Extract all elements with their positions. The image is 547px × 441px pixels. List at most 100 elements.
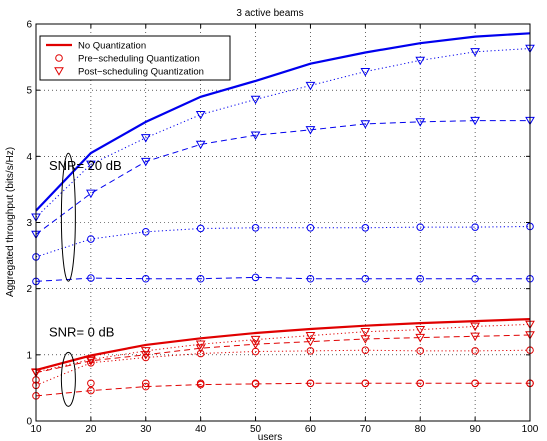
data-point-triangle xyxy=(140,134,151,143)
data-point-circle xyxy=(141,379,150,388)
legend-item: No Quantization xyxy=(46,41,146,52)
data-point-triangle xyxy=(195,140,206,150)
data-point-triangle xyxy=(250,335,261,345)
chart-title: 3 active beams xyxy=(236,8,303,19)
data-point-triangle xyxy=(415,56,426,66)
data-point-triangle xyxy=(470,332,480,342)
data-point-triangle xyxy=(86,357,96,366)
data-point-circle xyxy=(416,379,425,388)
series-0dB-pre-reduced xyxy=(32,379,534,400)
series-line xyxy=(35,349,531,386)
legend: No Quantization Pre−scheduling Quantizati… xyxy=(39,35,231,81)
data-point-circle xyxy=(361,379,370,388)
series-line xyxy=(35,226,531,258)
data-point-circle xyxy=(471,274,479,283)
annotations: SNR= 20 dB SNR= 0 dB xyxy=(49,152,122,407)
data-point-circle xyxy=(361,274,370,283)
annotation-snr-0db: SNR= 0 dB xyxy=(49,325,114,340)
data-point-triangle xyxy=(415,118,426,127)
data-point-triangle xyxy=(250,340,261,350)
data-point-triangle xyxy=(305,337,316,347)
data-point-circle xyxy=(141,227,150,236)
annotation-ellipse-0db xyxy=(60,351,76,407)
y-tick-label: 3 xyxy=(26,218,32,229)
y-tick-label: 5 xyxy=(26,86,32,97)
data-point-triangle xyxy=(250,131,261,140)
data-point-triangle xyxy=(360,120,371,129)
data-point-circle xyxy=(251,347,260,356)
data-point-circle xyxy=(251,379,260,388)
x-tick-label: 100 xyxy=(522,424,539,435)
data-point-circle xyxy=(416,274,425,283)
data-point-triangle xyxy=(195,110,206,120)
x-tick-label: 40 xyxy=(195,424,207,435)
annotation-ellipse-20db xyxy=(60,152,76,282)
data-point-triangle xyxy=(470,48,480,57)
x-tick-label: 90 xyxy=(470,424,482,435)
y-tick-label: 1 xyxy=(26,350,32,361)
series-20dB-none-full xyxy=(35,32,531,212)
series-line xyxy=(35,32,531,212)
series-20dB-pre-full xyxy=(32,222,534,261)
x-tick-label: 20 xyxy=(85,424,97,435)
series-line xyxy=(35,276,530,282)
series-line xyxy=(35,382,530,397)
series-20dB-pre-reduced xyxy=(32,273,534,286)
x-tick-label: 30 xyxy=(140,424,152,435)
data-point-circle xyxy=(306,274,315,283)
series-group xyxy=(31,32,535,400)
data-point-circle xyxy=(361,223,370,232)
series-line xyxy=(35,120,530,235)
series-line xyxy=(35,334,531,374)
data-point-triangle xyxy=(415,325,426,335)
plot-frame xyxy=(35,23,531,422)
data-point-triangle xyxy=(305,331,316,341)
data-point-triangle xyxy=(140,157,151,167)
data-point-triangle xyxy=(195,344,206,354)
data-point-circle xyxy=(87,386,95,395)
series-line xyxy=(35,323,531,373)
legend-label: No Quantization xyxy=(78,41,146,52)
data-point-triangle xyxy=(305,81,316,91)
data-point-circle xyxy=(196,379,205,388)
y-tick-label: 4 xyxy=(26,152,32,163)
data-point-circle xyxy=(141,274,150,283)
extra-markers xyxy=(32,376,534,388)
y-tick-label: 0 xyxy=(26,417,32,428)
data-point-triangle xyxy=(360,327,371,337)
data-point-circle xyxy=(87,274,95,282)
data-point-triangle xyxy=(86,160,96,170)
legend-label: Post−scheduling Quantization xyxy=(78,67,204,78)
data-point-circle xyxy=(361,346,370,355)
series-line xyxy=(35,48,531,218)
data-point-circle xyxy=(196,349,205,358)
legend-label: Pre−scheduling Quantization xyxy=(78,54,200,65)
data-point-circle xyxy=(471,379,479,388)
data-point-circle xyxy=(471,347,479,355)
data-point-triangle xyxy=(250,95,261,105)
data-point-circle xyxy=(416,223,425,231)
x-tick-label: 70 xyxy=(360,424,372,435)
data-point-triangle xyxy=(360,67,371,77)
data-point-circle xyxy=(251,223,260,232)
series-line xyxy=(35,318,531,372)
y-tick-label: 6 xyxy=(26,20,32,31)
data-point-triangle xyxy=(415,333,426,343)
x-tick-label: 80 xyxy=(415,424,427,435)
data-point-triangle xyxy=(305,126,316,135)
data-point-circle xyxy=(471,223,479,231)
data-point-circle xyxy=(416,347,425,355)
data-point-triangle xyxy=(54,67,64,76)
axes: 10 20 30 40 50 60 70 80 90 100 0 1 2 3 4 5 6 xyxy=(26,20,538,436)
annotation-snr-20db: SNR= 20 dB xyxy=(49,158,122,173)
data-point-circle xyxy=(87,235,95,243)
data-point-triangle xyxy=(86,189,96,199)
legend-item: Post−scheduling Quantization xyxy=(54,67,204,78)
data-point-circle xyxy=(196,274,205,283)
data-point-triangle xyxy=(470,322,480,332)
data-point-circle xyxy=(141,353,150,362)
x-axis-label: users xyxy=(258,432,282,441)
data-point-circle xyxy=(196,224,205,233)
data-point-circle xyxy=(306,379,315,388)
data-point-circle xyxy=(87,379,95,388)
